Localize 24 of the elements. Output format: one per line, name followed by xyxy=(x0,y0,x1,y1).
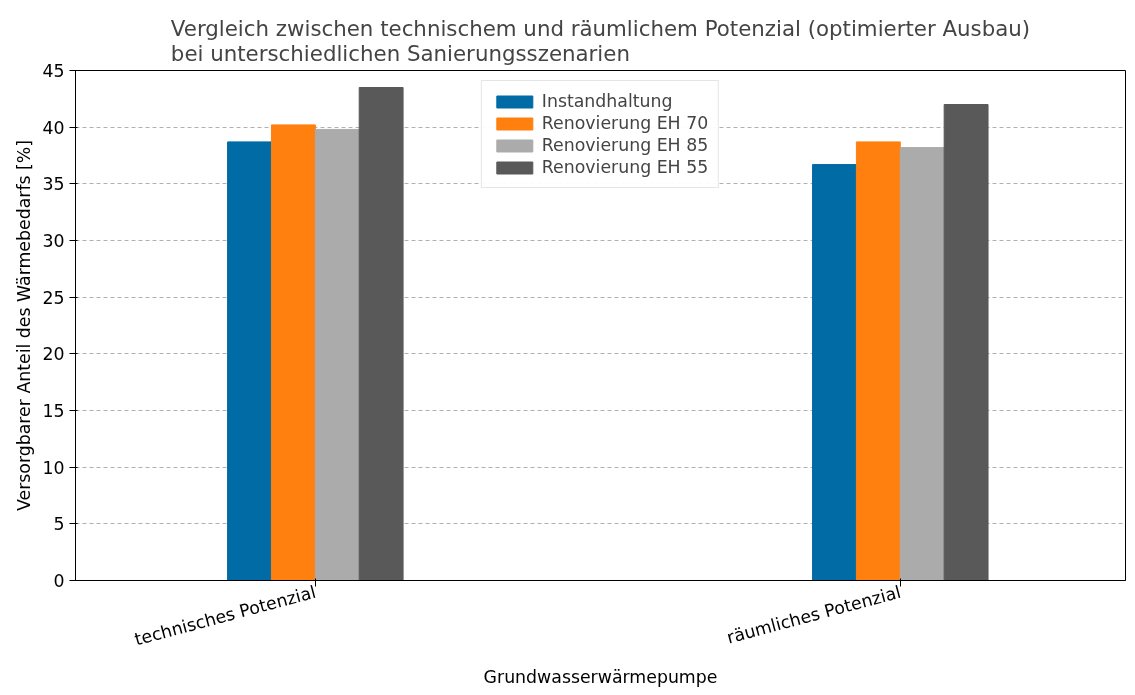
bar xyxy=(358,87,404,581)
chart-title: Vergleich zwischen technischem und räumlichem Potenzial (optimierter Ausbau) bei unterschiedlichen Sanierungsszenarien xyxy=(170,15,1031,66)
legend-label: Renovierung EH 70 xyxy=(541,113,709,133)
y-tick-label: 40 xyxy=(42,117,65,138)
bar xyxy=(270,124,316,581)
y-tick-label: 5 xyxy=(53,514,65,535)
bar xyxy=(943,104,989,581)
legend-label: Instandhaltung xyxy=(541,91,673,111)
bar xyxy=(812,164,857,581)
bar xyxy=(899,147,945,581)
y-axis-title: Versorgbarer Anteil des Wärmebedarfs [%] xyxy=(14,139,35,512)
legend-label: Renovierung EH 85 xyxy=(541,135,709,155)
y-tick-label: 20 xyxy=(42,344,65,365)
bar xyxy=(227,141,272,581)
y-tick-label: 10 xyxy=(42,457,65,478)
y-tick-label: 15 xyxy=(42,401,65,421)
y-tick-label: 45 xyxy=(42,61,65,81)
y-tick-label: 30 xyxy=(42,231,65,251)
legend-label: Renovierung EH 55 xyxy=(541,157,709,177)
x-axis-title: Grundwasserwärmepumpe xyxy=(483,667,718,688)
bar xyxy=(855,141,901,581)
y-tick-label: 25 xyxy=(42,287,65,308)
y-tick-label: 35 xyxy=(42,174,65,195)
y-tick-label: 0 xyxy=(53,571,65,591)
